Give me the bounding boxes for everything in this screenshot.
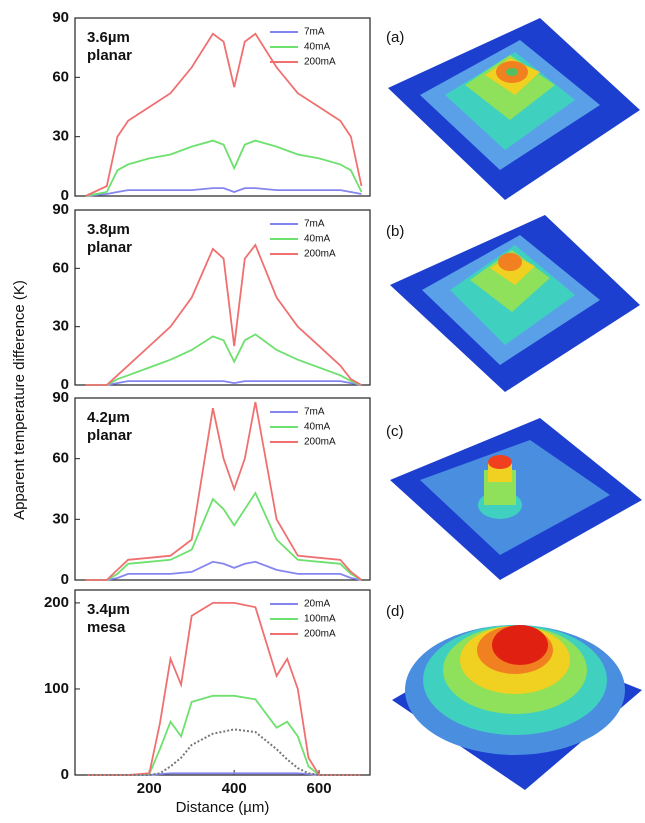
y-tick-label: 60 [52,450,69,467]
series-line [86,334,362,385]
series-line [86,245,362,385]
y-tick-label: 100 [44,680,69,697]
y-tick-label: 60 [52,68,69,85]
series-line [86,729,362,775]
y-tick-label: 30 [52,318,69,335]
annotation: planar [87,239,132,256]
annotation: mesa [87,619,126,636]
surface-b: (b) [386,215,640,392]
legend-label: 7mA [304,27,325,38]
legend-label: 40mA [304,234,330,245]
x-tick-label: 400 [222,780,247,797]
series-line [86,188,362,196]
y-tick-label: 90 [52,389,69,406]
legend-label: 7mA [304,407,325,418]
y-axis-label: Apparent temperature difference (K) [11,280,28,520]
series-line [86,493,362,580]
legend-label: 40mA [304,42,330,53]
y-tick-label: 90 [52,201,69,218]
x-tick-label: 600 [307,780,332,797]
legend-label: 100mA [304,614,336,625]
annotation: 3.6µm [87,29,130,46]
panel-label: (a) [386,29,404,46]
panel-label: (b) [386,223,404,240]
legend-label: 7mA [304,219,325,230]
y-tick-label: 200 [44,594,69,611]
x-tick-label: 200 [137,780,162,797]
y-tick-label: 30 [52,510,69,527]
annotation: 3.8µm [87,221,130,238]
y-tick-label: 30 [52,128,69,145]
legend-label: 200mA [304,249,336,260]
surface-a: (a) [386,18,640,200]
panel-label: (d) [386,603,404,620]
legend-label: 40mA [304,422,330,433]
surface-c: (c) [386,418,642,580]
y-tick-label: 0 [61,766,69,783]
annotation: 3.4µm [87,601,130,618]
x-axis-label: Distance (µm) [176,799,270,816]
surface-d: (d) [386,603,642,790]
annotation: 4.2µm [87,409,130,426]
y-tick-label: 60 [52,259,69,276]
legend-label: 200mA [304,57,336,68]
legend-label: 20mA [304,599,330,610]
annotation: planar [87,47,132,64]
annotation: planar [87,427,132,444]
y-tick-label: 90 [52,9,69,26]
figure: Apparent temperature difference (K) (a) … [0,0,645,823]
series-line [86,696,362,775]
y-tick-label: 0 [61,571,69,588]
legend-label: 200mA [304,437,336,448]
panel-label: (c) [386,423,404,440]
legend-label: 200mA [304,629,336,640]
